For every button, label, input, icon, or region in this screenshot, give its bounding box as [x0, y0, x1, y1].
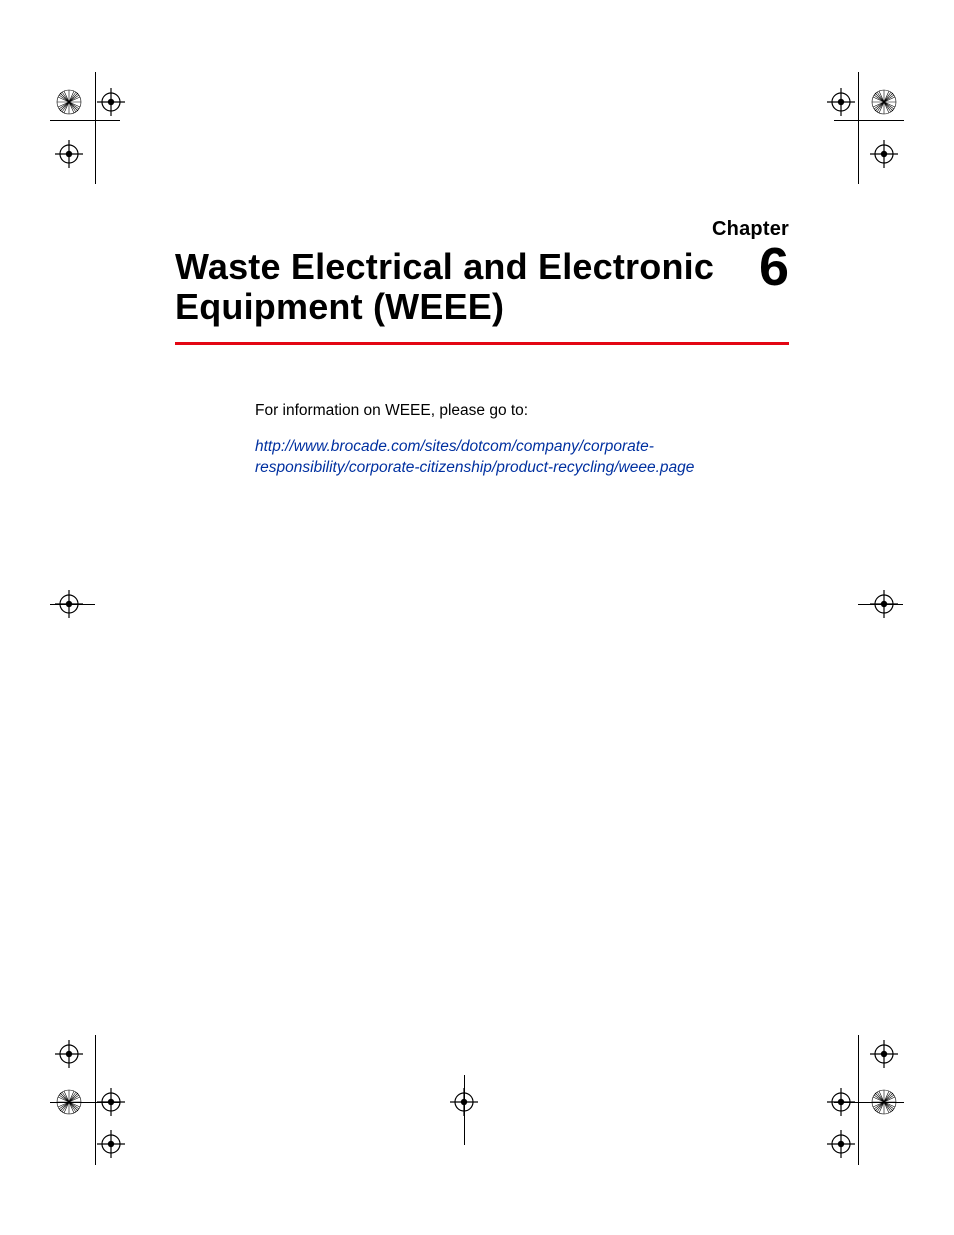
- registration-mark-icon: [55, 1040, 83, 1068]
- crop-rule: [50, 120, 120, 121]
- crop-rule: [95, 72, 96, 184]
- crop-rule: [834, 120, 904, 121]
- registration-mark-icon: [870, 1040, 898, 1068]
- crop-mark-icon: [870, 88, 898, 116]
- crop-rule: [50, 604, 95, 605]
- registration-mark-icon: [97, 88, 125, 116]
- document-page: Chapter Waste Electrical and Electronic …: [0, 0, 954, 1235]
- registration-mark-icon: [870, 140, 898, 168]
- weee-link[interactable]: http://www.brocade.com/sites/dotcom/comp…: [255, 437, 725, 479]
- chapter-label: Chapter: [175, 218, 789, 241]
- registration-mark-icon: [55, 140, 83, 168]
- crop-rule: [95, 1035, 96, 1165]
- crop-rule: [858, 72, 859, 184]
- chapter-number: 6: [759, 243, 789, 292]
- body-block: For information on WEEE, please go to: h…: [255, 401, 725, 479]
- crop-rule: [858, 604, 903, 605]
- chapter-title-row: Waste Electrical and Electronic Equipmen…: [175, 247, 789, 328]
- chapter-title: Waste Electrical and Electronic Equipmen…: [175, 247, 741, 328]
- crop-rule: [464, 1075, 465, 1145]
- content-area: Chapter Waste Electrical and Electronic …: [175, 218, 789, 494]
- registration-mark-icon: [827, 88, 855, 116]
- crop-rule: [858, 1035, 859, 1165]
- registration-mark-icon: [827, 1130, 855, 1158]
- registration-mark-icon: [97, 1130, 125, 1158]
- crop-mark-icon: [55, 88, 83, 116]
- intro-text: For information on WEEE, please go to:: [255, 401, 725, 422]
- crop-rule: [834, 1102, 904, 1103]
- crop-rule: [50, 1102, 120, 1103]
- title-rule: [175, 342, 789, 345]
